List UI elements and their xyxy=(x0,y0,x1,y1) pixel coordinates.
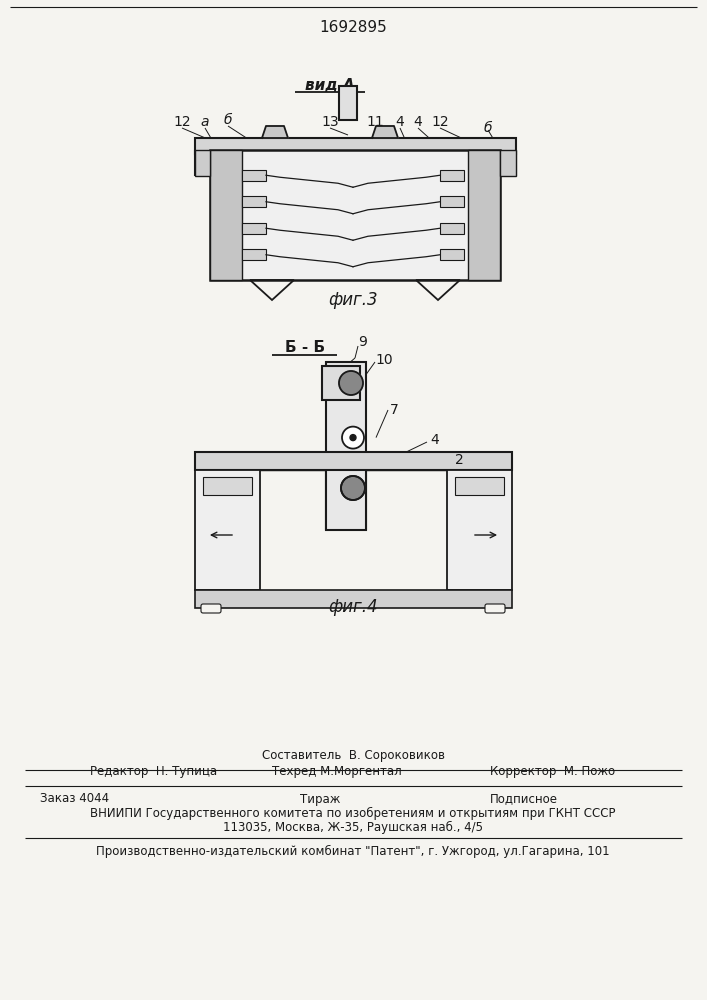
Text: фиг.4: фиг.4 xyxy=(328,598,378,616)
FancyBboxPatch shape xyxy=(201,604,221,613)
Polygon shape xyxy=(262,126,288,138)
Text: 4: 4 xyxy=(414,115,422,129)
Text: Заказ 4044: Заказ 4044 xyxy=(40,792,109,806)
Text: 1692895: 1692895 xyxy=(319,20,387,35)
Bar xyxy=(242,170,266,181)
Bar xyxy=(210,150,500,280)
Text: 10: 10 xyxy=(375,353,392,367)
Bar xyxy=(339,86,357,120)
Text: 9: 9 xyxy=(358,335,367,349)
Bar xyxy=(195,138,516,154)
FancyBboxPatch shape xyxy=(485,604,505,613)
Text: вид А: вид А xyxy=(305,78,355,93)
Circle shape xyxy=(342,427,364,449)
Text: 13: 13 xyxy=(321,115,339,129)
Bar xyxy=(440,223,464,234)
Circle shape xyxy=(341,476,365,500)
Text: Корректор  М. Пожо: Корректор М. Пожо xyxy=(490,766,615,778)
Text: Техред М.Моргентал: Техред М.Моргентал xyxy=(272,766,402,778)
Bar xyxy=(195,150,210,176)
Text: Б - Б: Б - Б xyxy=(285,340,325,356)
Bar xyxy=(195,470,260,590)
Bar xyxy=(195,452,512,470)
Text: Составитель  В. Сороковиков: Составитель В. Сороковиков xyxy=(262,750,445,762)
Bar xyxy=(500,150,516,176)
Polygon shape xyxy=(372,126,398,138)
Bar xyxy=(455,477,504,495)
Bar xyxy=(322,366,360,400)
Bar xyxy=(440,249,464,260)
Text: 12: 12 xyxy=(173,115,191,129)
Text: 7: 7 xyxy=(390,403,399,417)
Text: 2: 2 xyxy=(455,453,464,467)
Bar xyxy=(440,196,464,207)
Text: Подписное: Подписное xyxy=(490,792,558,806)
Bar xyxy=(468,150,500,280)
Text: 11: 11 xyxy=(366,115,384,129)
Text: 12: 12 xyxy=(431,115,449,129)
Text: Производственно-издательский комбинат "Патент", г. Ужгород, ул.Гагарина, 101: Производственно-издательский комбинат "П… xyxy=(96,844,610,858)
Circle shape xyxy=(339,371,363,395)
Text: Редактор  Н. Тупица: Редактор Н. Тупица xyxy=(90,766,217,778)
Text: Тираж: Тираж xyxy=(300,792,340,806)
Bar xyxy=(242,223,266,234)
Circle shape xyxy=(350,435,356,441)
Bar xyxy=(447,470,512,590)
Bar xyxy=(242,196,266,207)
Text: б: б xyxy=(223,113,233,127)
Text: 4: 4 xyxy=(396,115,404,129)
Bar xyxy=(195,590,512,608)
Bar xyxy=(210,150,242,280)
Text: б: б xyxy=(484,121,492,135)
Bar xyxy=(203,477,252,495)
Text: а: а xyxy=(201,115,209,129)
Bar xyxy=(440,170,464,181)
Bar xyxy=(242,249,266,260)
Text: 4: 4 xyxy=(430,433,439,447)
Text: ВНИИПИ Государственного комитета по изобретениям и открытиям при ГКНТ СССР: ВНИИПИ Государственного комитета по изоб… xyxy=(90,806,616,820)
Text: 113035, Москва, Ж-35, Раушская наб., 4/5: 113035, Москва, Ж-35, Раушская наб., 4/5 xyxy=(223,820,483,834)
Text: фиг.3: фиг.3 xyxy=(328,291,378,309)
Bar xyxy=(326,362,366,530)
